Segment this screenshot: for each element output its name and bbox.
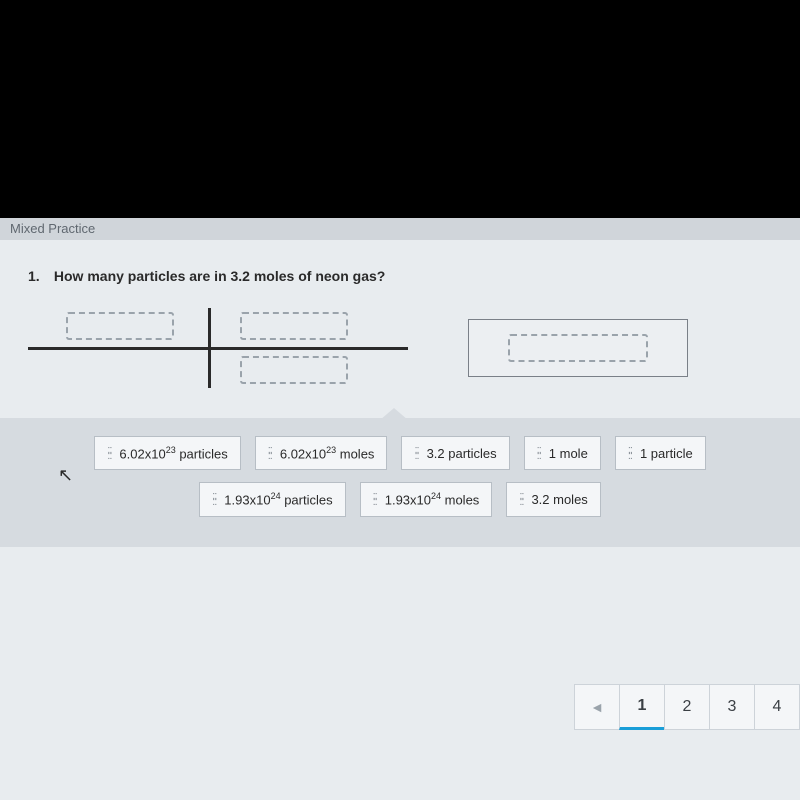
dropzone-top-right[interactable]	[240, 312, 348, 340]
dropzone-bottom-right[interactable]	[240, 356, 348, 384]
draggable-tile[interactable]: ::::3.2 moles	[506, 482, 601, 516]
breadcrumb-text: Mixed Practice	[10, 221, 95, 236]
tile-label: 6.02x1023 moles	[280, 445, 375, 461]
page-button-3[interactable]: 3	[709, 684, 755, 730]
work-row	[28, 298, 772, 398]
tile-label: 1.93x1024 particles	[224, 491, 332, 507]
tile-label: 1 particle	[640, 446, 693, 461]
page-button-4[interactable]: 4	[754, 684, 800, 730]
tile-label: 1.93x1024 moles	[385, 491, 480, 507]
draggable-tile[interactable]: ::::6.02x1023 moles	[255, 436, 388, 470]
pagination: ◄ 1 2 3 4	[575, 684, 800, 730]
grip-icon: ::::	[268, 447, 272, 459]
grip-icon: ::::	[519, 493, 523, 505]
tile-label: 6.02x1023 particles	[119, 445, 227, 461]
tile-row-1: ::::6.02x1023 particles::::6.02x1023 mol…	[30, 436, 770, 470]
page-button-1[interactable]: 1	[619, 684, 665, 730]
answer-box	[468, 319, 688, 377]
grip-icon: ::::	[628, 447, 632, 459]
page-number-label: 1	[638, 697, 647, 715]
grip-icon: ::::	[414, 447, 418, 459]
dropzone-top-left[interactable]	[66, 312, 174, 340]
question-number: 1.	[28, 268, 50, 284]
grip-icon: ::::	[212, 493, 216, 505]
draggable-tile[interactable]: ::::1 mole	[524, 436, 601, 470]
tile-label: 3.2 moles	[531, 492, 587, 507]
grip-icon: ::::	[107, 447, 111, 459]
draggable-tile[interactable]: ::::1 particle	[615, 436, 706, 470]
horizontal-divider	[28, 347, 408, 350]
tile-row-2: ↖ ::::1.93x1024 particles::::1.93x1024 m…	[30, 482, 770, 516]
grip-icon: ::::	[373, 493, 377, 505]
page-number-label: 4	[773, 698, 782, 716]
tile-bank: ::::6.02x1023 particles::::6.02x1023 mol…	[0, 418, 800, 547]
dropzone-answer[interactable]	[508, 334, 648, 362]
worksheet-panel: Mixed Practice 1. How many particles are…	[0, 218, 800, 800]
dimensional-analysis-grid	[28, 298, 408, 398]
grip-icon: ::::	[537, 447, 541, 459]
draggable-tile[interactable]: ::::1.93x1024 moles	[360, 482, 493, 516]
breadcrumb-strip: Mixed Practice	[0, 218, 800, 240]
page-number-label: 3	[728, 698, 737, 716]
tile-label: 1 mole	[549, 446, 588, 461]
page-button-2[interactable]: 2	[664, 684, 710, 730]
prev-page-button[interactable]: ◄	[574, 684, 620, 730]
page-number-label: 2	[683, 698, 692, 716]
draggable-tile[interactable]: ::::1.93x1024 particles	[199, 482, 345, 516]
question-body: How many particles are in 3.2 moles of n…	[54, 268, 385, 284]
chevron-left-icon: ◄	[590, 699, 604, 715]
tile-label: 3.2 particles	[427, 446, 497, 461]
question-block: 1. How many particles are in 3.2 moles o…	[28, 268, 772, 398]
vertical-divider	[208, 308, 211, 388]
draggable-tile[interactable]: ::::6.02x1023 particles	[94, 436, 240, 470]
question-prompt: 1. How many particles are in 3.2 moles o…	[28, 268, 772, 284]
draggable-tile[interactable]: ::::3.2 particles	[401, 436, 509, 470]
